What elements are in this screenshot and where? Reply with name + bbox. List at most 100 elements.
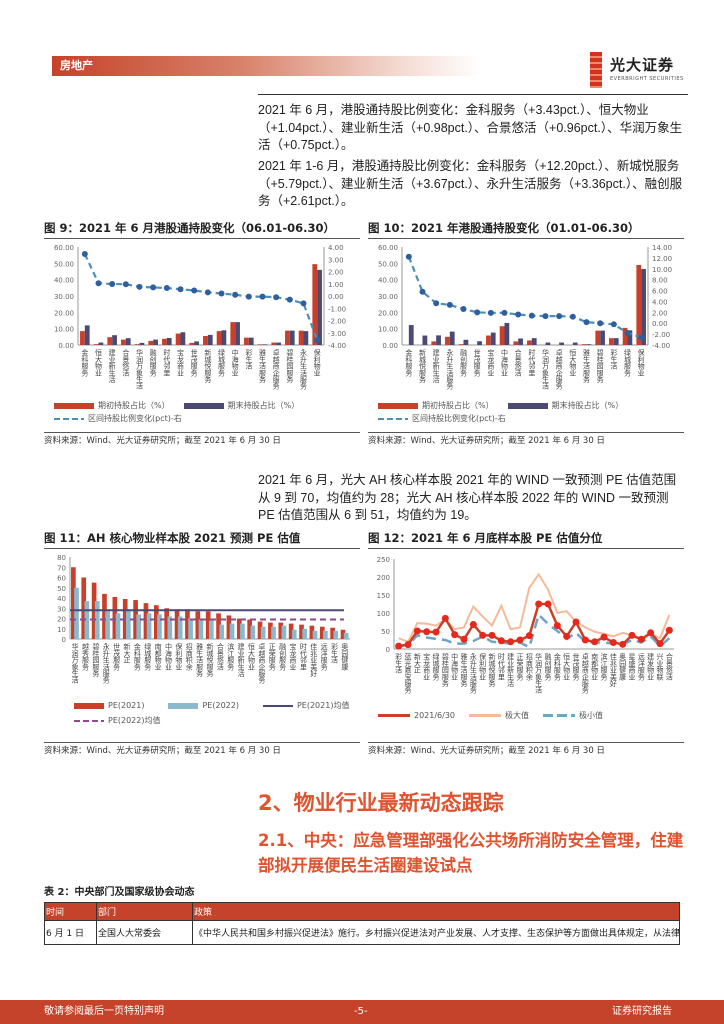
bar xyxy=(166,337,172,345)
y-tick-label: 30.00 xyxy=(378,293,398,301)
x-tick-label: 兴业物联 xyxy=(656,652,664,681)
bar xyxy=(343,632,349,639)
x-tick-label: 华润万象生活 xyxy=(535,652,543,695)
bar xyxy=(271,342,277,345)
bar xyxy=(247,619,252,639)
bar xyxy=(164,608,170,639)
y2-tick-label: 2.00 xyxy=(328,269,344,277)
y-tick-label: 0.00 xyxy=(382,342,398,350)
column-header: 政策 xyxy=(192,902,680,921)
line-point xyxy=(163,285,170,292)
line-point xyxy=(474,309,481,316)
legend: PE(2021) PE(2022) PE(2021)均值 PE(2022)均值 xyxy=(44,700,360,726)
y2-tick-label: 14.00 xyxy=(652,244,672,252)
figure-source: 资料来源：Wind、光大证券研究所；截至 2021 年 6 月 30 日 xyxy=(368,432,684,447)
line-point xyxy=(177,286,184,293)
x-tick-label: 恒大物业 xyxy=(569,348,577,376)
brand-logo: 光大证券 EVERBRIGHT SECURITIES xyxy=(590,52,690,88)
bar xyxy=(136,614,142,639)
legend-item: 期末持股占比（%） xyxy=(183,400,299,411)
y-tick-label: 80 xyxy=(57,554,66,562)
legend-swatch xyxy=(378,402,418,409)
bar xyxy=(126,609,131,639)
figure-title: 图 11：AH 核心物业样本股 2021 预测 PE 估值 xyxy=(44,532,360,549)
x-tick-label: 华润万象生活 xyxy=(71,642,79,685)
bar xyxy=(298,330,304,345)
line-point xyxy=(460,306,467,313)
bar xyxy=(198,619,204,639)
x-tick-label: 中海物业 xyxy=(451,652,459,680)
x-tick-label: 中海物业 xyxy=(165,642,173,670)
line-point xyxy=(150,284,157,291)
cell-date: 6 月 1 日 xyxy=(44,920,97,945)
bar xyxy=(84,325,90,345)
bar xyxy=(486,335,491,345)
bar xyxy=(134,344,140,345)
y2-tick-label: 0.00 xyxy=(652,320,668,328)
bar xyxy=(291,629,297,639)
bar xyxy=(281,625,287,639)
bar xyxy=(431,341,437,345)
bar xyxy=(105,609,110,639)
bar xyxy=(586,344,592,345)
bar xyxy=(627,330,633,345)
chart-12: 0 50 100 150 200 250 彩生活 蓝光嘉宝服务 新大正 宝龙商业 绿城服务 碧桂园服务… xyxy=(377,556,674,695)
y-tick-label: 30 xyxy=(57,605,66,613)
x-tick-label: 融创服务 xyxy=(279,642,287,671)
bar xyxy=(115,613,121,639)
bar xyxy=(513,341,519,345)
x-tick-label: 融创服务 xyxy=(544,652,552,681)
bar xyxy=(153,339,158,345)
section-heading: 2、物业行业最新动态跟踪 xyxy=(258,791,504,815)
y2-tick-label: 0.00 xyxy=(328,293,344,301)
y-tick-label: 10.00 xyxy=(378,326,398,334)
table-title: 表 2：中央部门及国家级协会动态 xyxy=(44,887,195,898)
x-tick-label: 越秀服务 xyxy=(82,642,90,671)
legend-label: 区间持股比例变化(pct)-右 xyxy=(412,414,506,423)
legend-item: 期初持股占比（%） xyxy=(54,400,170,411)
bar xyxy=(276,342,281,345)
x-tick-label: 保利物业 xyxy=(175,642,183,670)
legend-swatch xyxy=(74,702,104,709)
bar xyxy=(146,613,152,639)
bar xyxy=(463,339,469,345)
bar xyxy=(622,327,628,345)
bar xyxy=(185,609,190,639)
line-point xyxy=(419,288,426,295)
bar xyxy=(285,330,290,345)
x-tick-label: 彩生活 xyxy=(395,652,403,674)
legend-label: 区间持股比例变化(pct)-右 xyxy=(88,414,182,423)
line-point xyxy=(136,283,143,290)
legend-swatch xyxy=(469,714,502,717)
x-tick-label: 碧桂园服务 xyxy=(92,642,100,678)
y-tick-label: 50.00 xyxy=(54,260,74,268)
x-tick-label: 正荣服务 xyxy=(516,653,524,681)
legend-swatch xyxy=(378,714,410,717)
x-tick-label: 金科服务 xyxy=(133,642,141,671)
line-point xyxy=(556,313,563,320)
bar xyxy=(157,614,162,639)
cell-policy: 《中华人民共和国乡村振兴促进法》施行。乡村振兴促进法对产业发展、人才支撑、生态保… xyxy=(192,920,680,945)
legend: 期初持股占比（%） 期末持股占比（%） 区间持股比例变化(pct)-右 xyxy=(368,400,684,424)
bar xyxy=(260,626,266,639)
bar xyxy=(262,344,268,345)
x-tick-label: 建业新生活 xyxy=(237,642,245,678)
chart-9: 0.00 10.00 20.00 30.00 40.00 50.00 60.00 -4.00 -… xyxy=(54,244,346,391)
x-tick-label: 彩生活 xyxy=(245,348,253,370)
bar xyxy=(458,344,464,345)
bar xyxy=(177,616,183,639)
x-tick-label: 华润万象生活 xyxy=(136,348,144,391)
footer-report-type: 证券研究报告 xyxy=(612,1006,672,1017)
bar xyxy=(207,334,213,345)
y2-tick-label: 10.00 xyxy=(652,266,672,274)
bar xyxy=(271,626,276,639)
bar xyxy=(490,332,496,345)
x-tick-label: 雅生活服务 xyxy=(259,348,267,384)
x-tick-label: 融创服务 xyxy=(149,348,157,377)
x-tick-label: 滨江服务 xyxy=(600,652,608,681)
x-tick-label: 南都物业 xyxy=(154,642,162,670)
line-point xyxy=(273,294,280,301)
paragraph: 2021 年 6 月，光大 AH 核心样本股 2021 年的 WIND 一致预测… xyxy=(258,473,677,522)
legend-item: 区间持股比例变化(pct)-右 xyxy=(54,413,182,424)
bar xyxy=(80,331,85,345)
